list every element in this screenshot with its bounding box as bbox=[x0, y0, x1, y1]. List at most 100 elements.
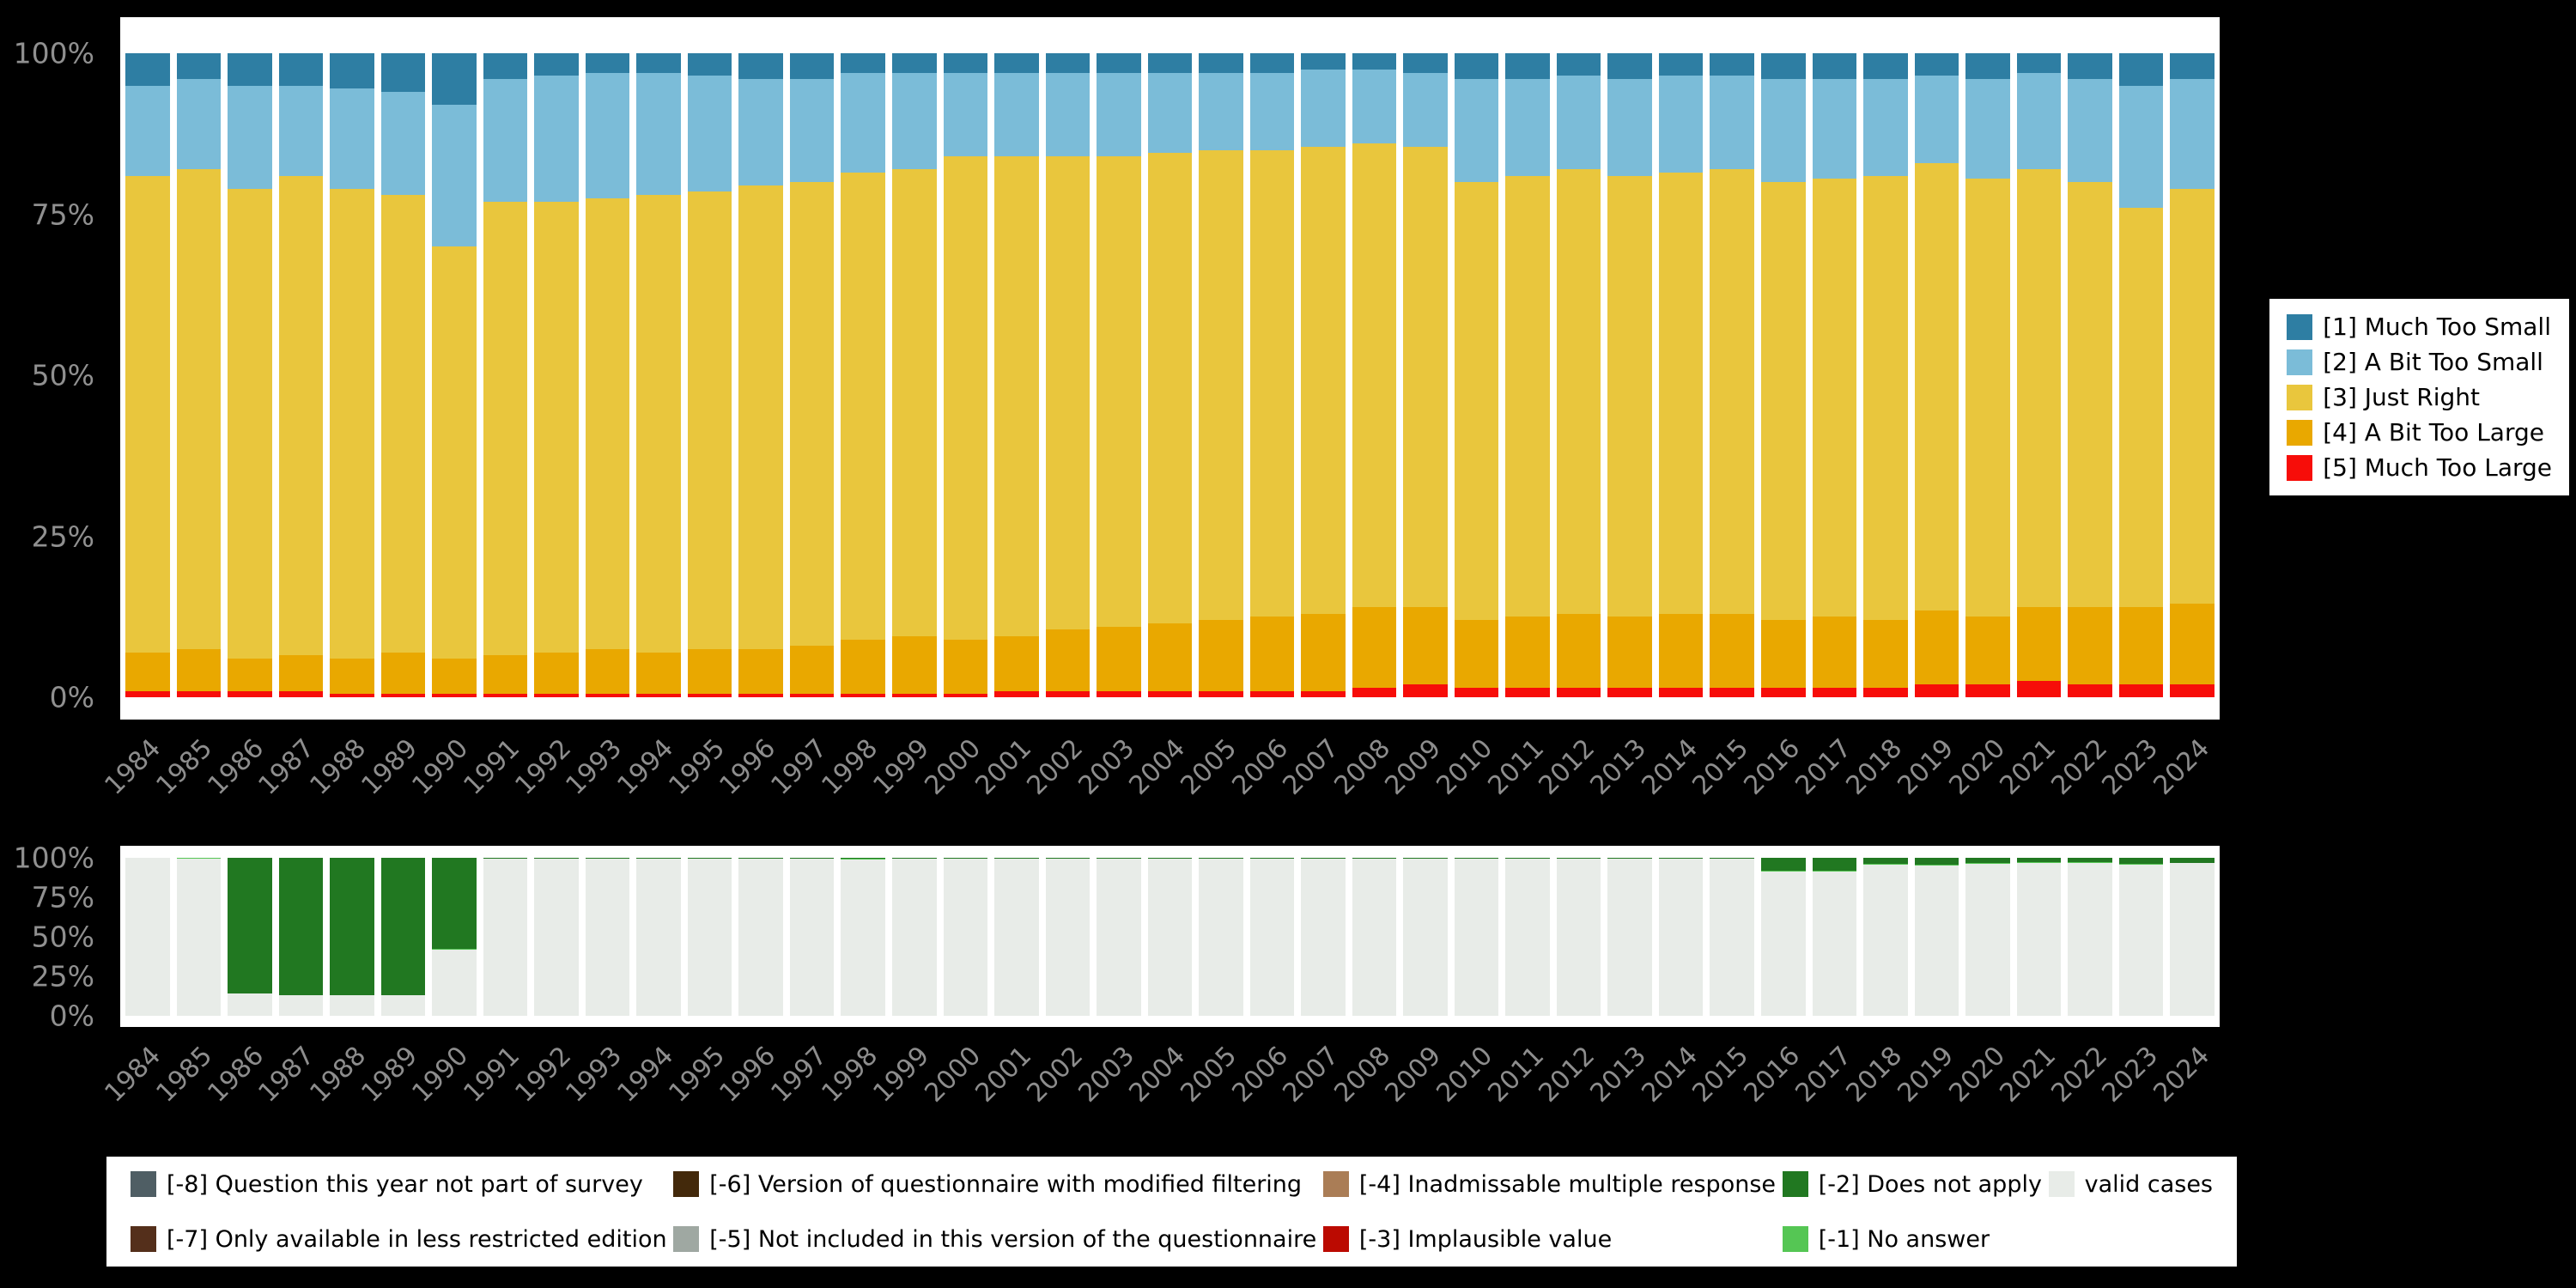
bar-segment bbox=[738, 858, 783, 860]
bar-2007 bbox=[1301, 53, 1346, 697]
bar-segment bbox=[1914, 865, 1959, 866]
bar-segment bbox=[432, 858, 477, 950]
bar-segment bbox=[1352, 858, 1397, 860]
bar-segment bbox=[483, 858, 528, 860]
bar-segment bbox=[1403, 53, 1448, 73]
bar-2013 bbox=[1607, 858, 1652, 1016]
bar-2016 bbox=[1761, 858, 1806, 1016]
bar-segment bbox=[432, 694, 477, 697]
bar-segment bbox=[380, 92, 426, 195]
bar-segment bbox=[2016, 681, 2062, 697]
bar-2019 bbox=[1914, 53, 1959, 697]
bar-2020 bbox=[1965, 858, 2010, 1016]
y-tick-label: 50% bbox=[31, 920, 94, 954]
bar-2000 bbox=[943, 53, 988, 697]
bar-2016 bbox=[1761, 53, 1806, 697]
bar-segment bbox=[585, 72, 630, 198]
legend-swatch bbox=[1782, 1226, 1808, 1252]
bar-segment bbox=[891, 169, 937, 636]
bar-segment bbox=[1301, 613, 1346, 691]
bar-segment bbox=[1965, 53, 2010, 79]
bar-segment bbox=[891, 53, 937, 73]
bar-2009 bbox=[1403, 858, 1448, 1016]
bar-segment bbox=[176, 79, 222, 169]
legend-label: [-1] No answer bbox=[1818, 1225, 1990, 1253]
bar-2006 bbox=[1249, 53, 1295, 697]
bar-segment bbox=[1914, 610, 1959, 684]
bar-segment bbox=[1249, 72, 1295, 150]
legend-size-categories: [1] Much Too Small [2] A Bit Too Small [3]… bbox=[2269, 299, 2569, 495]
bar-segment bbox=[1352, 607, 1397, 688]
bar-segment bbox=[432, 659, 477, 695]
bar-segment bbox=[636, 652, 681, 695]
legend-item: valid cases bbox=[2048, 1171, 2213, 1198]
bar-segment bbox=[1454, 859, 1499, 1016]
bar-segment bbox=[125, 858, 170, 1016]
bar-segment bbox=[1710, 613, 1754, 688]
bar-segment bbox=[841, 859, 885, 1016]
bar-segment bbox=[1761, 687, 1806, 697]
bar-1991 bbox=[483, 53, 528, 697]
bar-segment bbox=[1863, 53, 1908, 79]
bar-2023 bbox=[2118, 858, 2164, 1016]
legend-swatch bbox=[2287, 384, 2313, 410]
bar-1994 bbox=[636, 858, 681, 1016]
bar-2021 bbox=[2016, 53, 2062, 697]
bar-segment bbox=[278, 858, 324, 995]
bar-segment bbox=[1607, 79, 1652, 176]
bar-segment bbox=[2170, 604, 2215, 684]
bar-segment bbox=[1556, 858, 1601, 859]
bar-segment bbox=[1607, 858, 1652, 859]
bar-segment bbox=[2068, 53, 2112, 79]
bar-segment bbox=[432, 949, 477, 950]
bar-segment bbox=[841, 72, 885, 173]
bar-1988 bbox=[330, 858, 374, 1016]
bar-2022 bbox=[2068, 53, 2112, 697]
bar-segment bbox=[1403, 607, 1448, 684]
bar-segment bbox=[1045, 72, 1091, 156]
legend-item: [-6] Version of questionnaire with modif… bbox=[673, 1171, 1316, 1198]
legend-label: [5] Much Too Large bbox=[2323, 453, 2552, 482]
bar-segment bbox=[636, 858, 681, 859]
x-tick-label: 1984 bbox=[99, 733, 167, 801]
bar-segment bbox=[330, 53, 374, 89]
bar-segment bbox=[1249, 690, 1295, 697]
bar-segment bbox=[2016, 53, 2062, 73]
x-tick-2024: 2024 bbox=[2148, 726, 2217, 834]
bar-segment bbox=[1403, 684, 1448, 697]
bar-segment bbox=[687, 76, 732, 192]
y-tick-label: 75% bbox=[31, 197, 94, 231]
bar-segment bbox=[636, 53, 681, 73]
bar-segment bbox=[1914, 162, 1959, 611]
bar-segment bbox=[1761, 53, 1806, 79]
legend-swatch bbox=[131, 1171, 156, 1197]
bar-segment bbox=[2118, 865, 2164, 1016]
bar-segment bbox=[176, 169, 222, 649]
bar-segment bbox=[1045, 858, 1091, 860]
bar-segment bbox=[432, 949, 477, 1016]
bar-segment bbox=[585, 53, 630, 73]
bar-segment bbox=[1301, 53, 1346, 70]
bar-segment bbox=[1965, 858, 2010, 864]
bar-segment bbox=[330, 858, 374, 995]
bar-segment bbox=[1505, 858, 1550, 859]
bar-2018 bbox=[1863, 858, 1908, 1016]
bar-segment bbox=[432, 105, 477, 246]
bar-segment bbox=[1199, 859, 1243, 1016]
bar-1997 bbox=[789, 53, 835, 697]
bar-2020 bbox=[1965, 53, 2010, 697]
bar-1984 bbox=[125, 858, 170, 1016]
bar-segment bbox=[1607, 175, 1652, 617]
bar-segment bbox=[789, 859, 835, 1016]
bar-1997 bbox=[789, 858, 835, 1016]
bar-2014 bbox=[1658, 858, 1704, 1016]
legend-swatch bbox=[2287, 313, 2313, 340]
bar-segment bbox=[1199, 690, 1243, 697]
bar-1987 bbox=[278, 858, 324, 1016]
bottom-chart-x-axis: 1984 1985 1986 1987 1988 1989 1990 1991 1992 1993… bbox=[100, 1034, 2220, 1145]
legend-label: [3] Just Right bbox=[2323, 383, 2480, 411]
legend-label: [-6] Version of questionnaire with modif… bbox=[709, 1170, 1303, 1198]
bar-segment bbox=[483, 859, 528, 1016]
bar-segment bbox=[2016, 169, 2062, 607]
